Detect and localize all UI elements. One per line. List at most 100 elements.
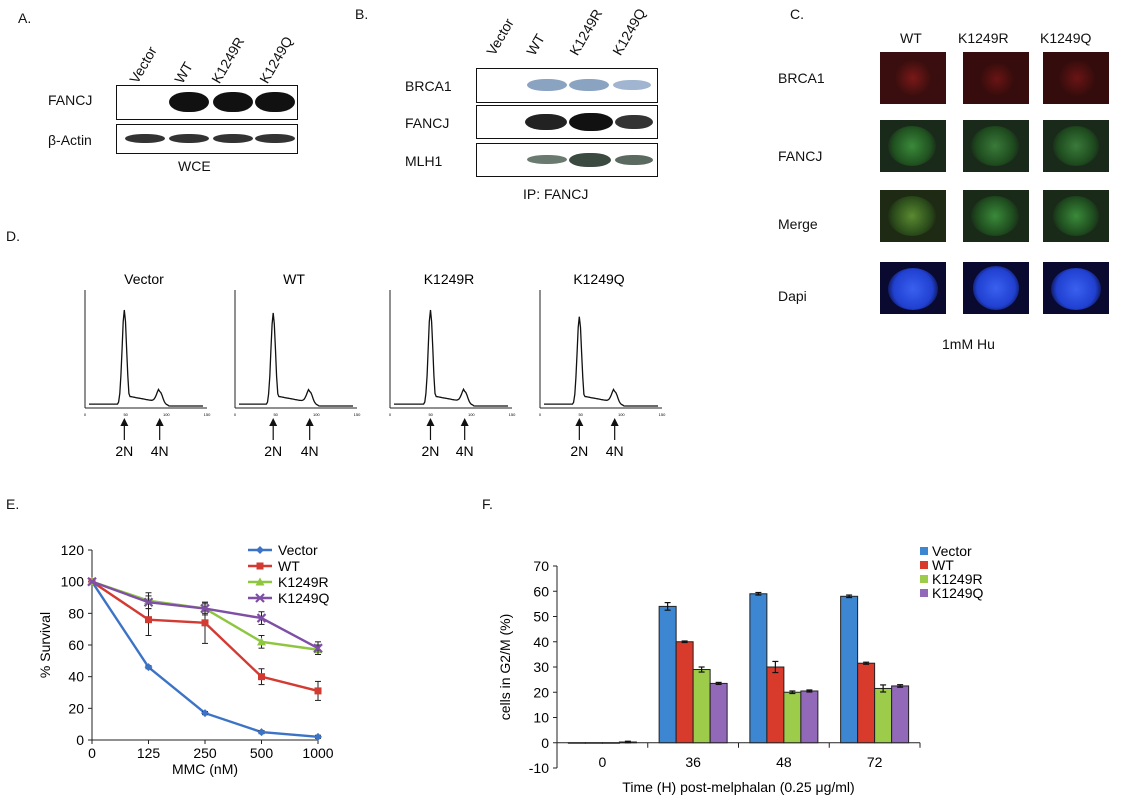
legend-label-k1249q: K1249Q [932, 585, 983, 601]
x-tick-label: 250 [193, 745, 217, 761]
flow-histograms: Vector 0 50 100 150 2N 4N WT 0 50 100 150 2N 4N K1249R… [84, 271, 666, 459]
marker-label-2n: 2N [570, 443, 588, 459]
histogram-curve [89, 309, 203, 407]
blot-beta-actin [116, 124, 298, 154]
legend-marker [255, 577, 265, 586]
x-tick-label: 0 [84, 412, 87, 417]
arrow-head-4n [305, 418, 314, 426]
bar-vector [658, 605, 677, 744]
g2m-bar-chart: -10 0 10 20 30 40 50 60 70 0 36 48 72 Time (H) post-m… [497, 543, 983, 795]
x-tick-label: 0 [598, 754, 606, 770]
data-point-vector [257, 728, 266, 737]
data-point-wt [201, 619, 209, 627]
legend-label-wt: WT [932, 557, 954, 573]
survival-line-chart: 0 20 40 60 80 100 120 0 125 250 500 1000 MMC (nM) % S… [37, 542, 334, 777]
panel-a-caption: WCE [178, 158, 211, 174]
lane-label-k1249r: K1249R [566, 6, 606, 58]
col-label-k1249r: K1249R [958, 30, 1009, 46]
data-point-vector [314, 732, 322, 741]
legend-label-vector: Vector [932, 543, 972, 559]
blot-brca1 [476, 68, 658, 103]
y-tick-label: 0 [76, 732, 84, 748]
bar-k1249r [874, 687, 893, 744]
legend-marker [256, 562, 264, 570]
x-tick-label: 150 [509, 412, 516, 417]
col-label-k1249q: K1249Q [1040, 30, 1092, 46]
legend-swatch [920, 561, 928, 569]
panel-e-letter: E. [6, 496, 20, 512]
y-tick-label: 60 [533, 583, 549, 599]
x-tick-label: 50 [123, 412, 128, 417]
x-tick-label: 150 [204, 412, 211, 417]
panel-a-letter: A. [18, 10, 32, 26]
x-tick-label: 50 [273, 412, 278, 417]
y-tick-label: 40 [533, 634, 549, 650]
lane-label-k1249r: K1249R [208, 34, 248, 86]
bar-vector [749, 593, 768, 744]
micrograph-fancj-wt [880, 120, 946, 172]
bar-k1249q [800, 690, 819, 744]
y-tick-label: 50 [533, 609, 549, 625]
data-point-wt [258, 673, 265, 681]
histogram-title: WT [283, 271, 305, 287]
marker-label-2n: 2N [264, 443, 282, 459]
row-label-fancj: FANCJ [48, 92, 93, 108]
blot-fancj [116, 85, 298, 120]
x-tick-label: 0 [88, 745, 96, 761]
bar-k1249r [601, 742, 620, 744]
arrow-head-2n [269, 418, 278, 426]
data-point-vector [201, 709, 209, 718]
micrograph-dapi-k1249q [1043, 262, 1109, 314]
legend-label-vector: Vector [278, 542, 318, 558]
y-tick-label: 120 [61, 542, 85, 558]
x-tick-label: 50 [428, 412, 433, 417]
panel-c-letter: C. [790, 6, 804, 22]
micrograph-dapi-k1249r [963, 262, 1029, 314]
blot-mlh1 [476, 143, 658, 177]
x-tick-label: 72 [867, 754, 883, 770]
y-axis-label: cells in G2/M (%) [497, 614, 513, 721]
bar-wt [584, 742, 603, 744]
legend-label-wt: WT [278, 558, 300, 574]
data-point-wt [145, 616, 152, 624]
arrow-head-2n [426, 418, 435, 426]
y-tick-label: 20 [68, 700, 84, 716]
row-label-mlh1: MLH1 [405, 153, 443, 169]
y-tick-label: 40 [68, 669, 84, 685]
data-point-k1249q [87, 576, 97, 587]
y-tick-label: 10 [533, 710, 549, 726]
x-tick-label: 0 [389, 412, 392, 417]
x-axis-label: MMC (nM) [172, 761, 238, 777]
histogram-title: Vector [124, 271, 164, 287]
y-tick-label: -10 [529, 760, 549, 776]
lane-label-vector: Vector [126, 43, 160, 86]
panel-b-caption: IP: FANCJ [523, 186, 589, 202]
data-point-k1249q [313, 643, 323, 653]
x-tick-label: 1000 [302, 745, 333, 761]
row-label-fancj: FANCJ [405, 115, 450, 131]
x-tick-label: 100 [468, 412, 475, 417]
x-tick-label: 100 [163, 412, 170, 417]
x-tick-label: 150 [659, 412, 666, 417]
row-label-brca1: BRCA1 [778, 70, 825, 86]
bar-vector [840, 595, 859, 744]
x-axis-label: Time (H) post-melphalan (0.25 μg/ml) [622, 779, 854, 795]
bar-wt [766, 666, 785, 744]
y-tick-label: 70 [533, 558, 549, 574]
bar-wt [675, 641, 694, 744]
legend-swatch [920, 575, 928, 583]
legend-marker [255, 593, 265, 603]
y-tick-label: 80 [68, 605, 84, 621]
micrograph-fancj-k1249r [963, 120, 1029, 172]
histogram-curve [394, 309, 508, 407]
marker-label-4n: 4N [301, 443, 319, 459]
micrograph-fancj-k1249q [1043, 120, 1109, 172]
panel-d-letter: D. [6, 228, 20, 244]
micrograph-brca1-k1249r [963, 52, 1029, 104]
x-tick-label: 150 [354, 412, 361, 417]
legend-label-k1249r: K1249R [932, 571, 983, 587]
x-tick-label: 0 [539, 412, 542, 417]
bar-vector [567, 742, 586, 744]
legend-marker [256, 546, 264, 554]
x-tick-label: 36 [685, 754, 701, 770]
